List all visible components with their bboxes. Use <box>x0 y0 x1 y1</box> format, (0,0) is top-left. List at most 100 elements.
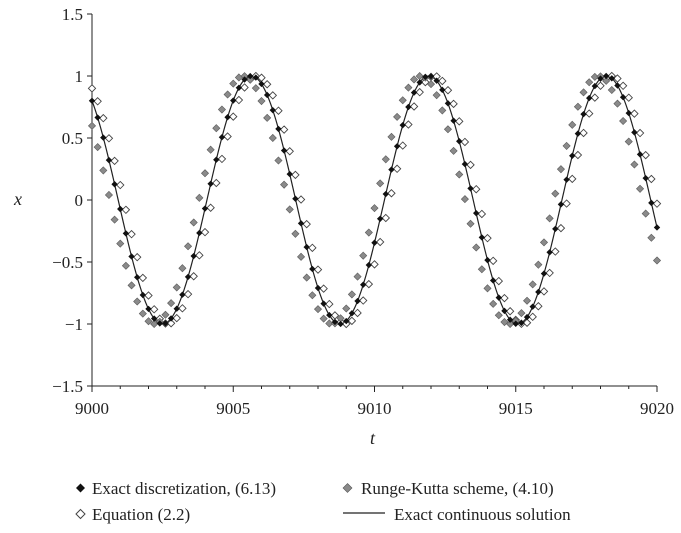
point-exact-discretization <box>320 300 327 307</box>
point-equation-2-2 <box>387 189 396 198</box>
point-exact-discretization <box>648 199 655 207</box>
point-runge-kutta <box>602 76 611 85</box>
point-runge-kutta <box>121 261 130 270</box>
point-equation-2-2 <box>308 243 317 253</box>
point-exact-discretization <box>269 106 276 114</box>
point-exact-discretization <box>653 224 661 231</box>
point-equation-2-2 <box>488 256 498 266</box>
point-exact-discretization <box>190 252 197 260</box>
point-runge-kutta <box>104 190 113 199</box>
x-axis-label: t <box>370 428 376 448</box>
point-equation-2-2 <box>262 80 272 89</box>
point-runge-kutta <box>647 233 656 242</box>
point-exact-discretization <box>467 185 474 192</box>
point-runge-kutta <box>393 112 402 121</box>
point-equation-2-2 <box>494 276 504 286</box>
point-exact-discretization <box>88 97 96 104</box>
point-exact-discretization <box>546 249 553 256</box>
point-equation-2-2 <box>189 272 198 281</box>
point-equation-2-2 <box>268 91 278 100</box>
point-exact-discretization <box>625 109 632 117</box>
point-equation-2-2 <box>319 284 328 293</box>
point-exact-discretization <box>427 73 435 80</box>
point-runge-kutta <box>545 214 554 223</box>
point-equation-2-2 <box>364 279 374 289</box>
point-equation-2-2 <box>584 109 594 118</box>
point-exact-discretization <box>574 130 582 137</box>
point-exact-discretization <box>636 151 644 158</box>
legend-label-exact-discretization: Exact discretization, (6.13) <box>92 479 276 498</box>
point-equation-2-2 <box>613 74 622 83</box>
point-equation-2-2 <box>291 170 300 180</box>
x-axis-title: t <box>370 428 376 448</box>
point-equation-2-2 <box>652 199 662 208</box>
point-exact-discretization <box>405 103 412 111</box>
legend-label-equation-2-2: Equation (2.2) <box>92 505 190 524</box>
point-equation-2-2 <box>296 195 306 204</box>
point-runge-kutta <box>585 78 594 87</box>
point-exact-discretization <box>263 91 271 99</box>
point-exact-discretization <box>258 80 265 88</box>
point-exact-discretization <box>456 138 463 145</box>
point-equation-2-2 <box>596 81 605 91</box>
point-exact-discretization <box>410 89 418 96</box>
point-runge-kutta <box>494 311 503 320</box>
point-exact-discretization <box>371 239 378 246</box>
point-runge-kutta <box>483 284 492 293</box>
legend-marker-exact-discretization <box>76 483 85 493</box>
point-runge-kutta <box>167 299 176 308</box>
point-exact-discretization <box>614 82 621 89</box>
point-exact-discretization <box>569 152 576 159</box>
point-equation-2-2 <box>624 93 633 102</box>
point-exact-discretization <box>399 121 406 129</box>
point-equation-2-2 <box>353 308 362 318</box>
point-equation-2-2 <box>568 174 577 184</box>
point-runge-kutta <box>161 310 170 319</box>
point-runge-kutta <box>274 156 283 165</box>
point-equation-2-2 <box>200 227 210 237</box>
point-equation-2-2 <box>99 113 108 123</box>
point-exact-discretization <box>162 320 169 327</box>
point-exact-discretization <box>196 229 203 237</box>
point-exact-discretization <box>608 75 615 82</box>
point-exact-discretization <box>150 315 158 322</box>
point-runge-kutta <box>455 170 464 179</box>
point-runge-kutta <box>257 97 266 106</box>
point-runge-kutta <box>223 90 232 99</box>
point-runge-kutta <box>410 75 419 84</box>
point-equation-2-2 <box>223 132 232 141</box>
point-runge-kutta <box>359 251 368 260</box>
point-equation-2-2 <box>466 160 475 170</box>
point-runge-kutta <box>229 79 238 88</box>
point-runge-kutta <box>342 304 351 313</box>
legend-marker-equation-2-2 <box>75 508 86 520</box>
point-runge-kutta <box>376 179 385 188</box>
point-equation-2-2 <box>178 304 187 313</box>
point-runge-kutta <box>551 189 560 198</box>
y-tick-label: 1 <box>75 67 84 86</box>
y-tick-label: 1.5 <box>62 5 83 24</box>
point-exact-discretization <box>580 110 587 118</box>
point-exact-discretization <box>309 265 316 273</box>
point-equation-2-2 <box>93 97 102 106</box>
x-tick-label: 9015 <box>499 399 533 418</box>
point-equation-2-2 <box>534 301 543 311</box>
point-runge-kutta <box>370 204 379 213</box>
point-runge-kutta <box>404 83 413 92</box>
point-runge-kutta <box>280 180 289 189</box>
point-exact-discretization <box>439 86 446 94</box>
point-exact-discretization <box>303 243 310 251</box>
point-exact-discretization <box>376 215 384 222</box>
point-equation-2-2 <box>149 305 159 314</box>
point-equation-2-2 <box>87 84 97 93</box>
point-runge-kutta <box>116 239 125 248</box>
point-runge-kutta <box>133 297 142 306</box>
point-equation-2-2 <box>212 178 221 188</box>
axes: 1.5 1 0.5 0 −0.5 −1 −1.5 9000 9005 9010 9015 9020 <box>52 5 674 418</box>
point-runge-kutta <box>285 205 294 214</box>
point-exact-discretization <box>360 281 367 288</box>
point-equation-2-2 <box>234 95 244 105</box>
point-runge-kutta <box>138 309 147 318</box>
point-exact-discretization <box>416 79 423 86</box>
